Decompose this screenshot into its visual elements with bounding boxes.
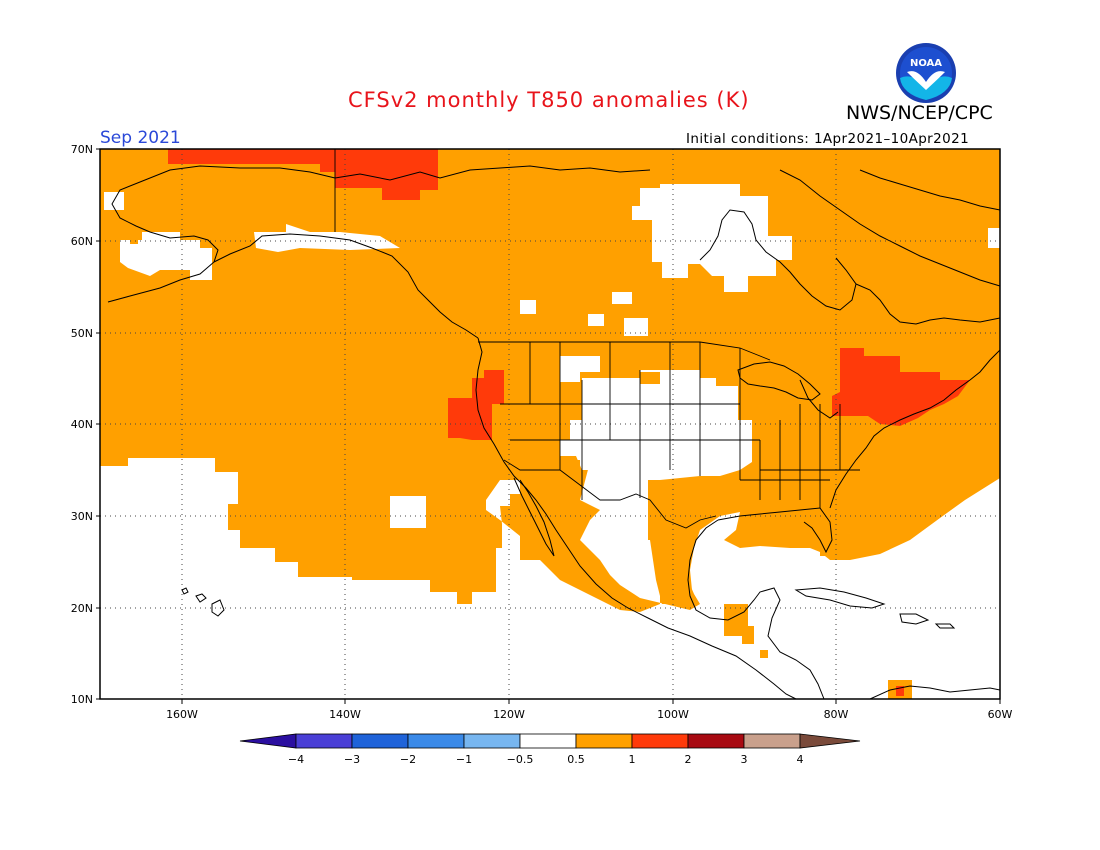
colorbar-seg-10: [799, 733, 861, 749]
colorbar-label-3: 3: [741, 753, 748, 766]
logo-text: NOAA: [910, 58, 942, 69]
lon-labels: 160W 140W 120W 100W 80W 60W: [166, 708, 1012, 721]
lon-label-120w: 120W: [493, 708, 525, 721]
colorbar-label-m4: −4: [288, 753, 304, 766]
lat-label-10n: 10N: [71, 693, 93, 706]
colorbar-seg-6: [575, 733, 633, 749]
colorbar-label-m05: −0.5: [507, 753, 534, 766]
colorbar-seg-3: [407, 733, 465, 749]
lon-label-80w: 80W: [824, 708, 849, 721]
colorbar-label-m3: −3: [344, 753, 360, 766]
agency-label: NWS/NCEP/CPC: [846, 102, 993, 124]
strong-positive-regions: [168, 149, 970, 440]
colorbar-seg-7: [631, 733, 689, 749]
colorbar-seg-0: [239, 733, 297, 749]
political-boundaries: [334, 149, 860, 529]
colorbar-seg-5: [519, 733, 577, 749]
colorbar: [239, 733, 861, 749]
lon-label-100w: 100W: [657, 708, 689, 721]
lat-label-40n: 40N: [71, 418, 93, 431]
lat-label-20n: 20N: [71, 602, 93, 615]
colorbar-label-m1: −1: [456, 753, 472, 766]
lat-label-70n: 70N: [71, 143, 93, 156]
lon-label-140w: 140W: [329, 708, 361, 721]
colorbar-label-m2: −2: [400, 753, 416, 766]
axis-ticks: [96, 148, 1001, 704]
colorbar-label-1: 1: [629, 753, 636, 766]
colorbar-label-05: 0.5: [567, 753, 585, 766]
map-title: CFSv2 monthly T850 anomalies (K): [348, 88, 750, 112]
gridlines: [100, 149, 1000, 699]
lat-labels: 70N 60N 50N 40N 30N 20N 10N: [71, 143, 93, 706]
colorbar-seg-8: [687, 733, 745, 749]
lat-label-50n: 50N: [71, 327, 93, 340]
colorbar-seg-1: [295, 733, 353, 749]
noaa-logo-icon: NOAA: [896, 43, 956, 103]
lon-label-60w: 60W: [988, 708, 1013, 721]
lat-label-30n: 30N: [71, 510, 93, 523]
coastlines: [107, 165, 1001, 700]
colorbar-label-2: 2: [685, 753, 692, 766]
initial-conditions-label: Initial conditions: 1Apr2021–10Apr2021: [686, 131, 970, 147]
colorbar-labels: −4 −3 −2 −1 −0.5 0.5 1 2 3 4: [288, 753, 804, 766]
colorbar-seg-4: [463, 733, 521, 749]
valid-month-label: Sep 2021: [100, 128, 181, 148]
lon-label-160w: 160W: [166, 708, 198, 721]
colorbar-seg-9: [743, 733, 801, 749]
lat-label-60n: 60N: [71, 235, 93, 248]
colorbar-seg-2: [351, 733, 409, 749]
colorbar-label-4: 4: [797, 753, 804, 766]
positive-patches: [550, 440, 912, 699]
